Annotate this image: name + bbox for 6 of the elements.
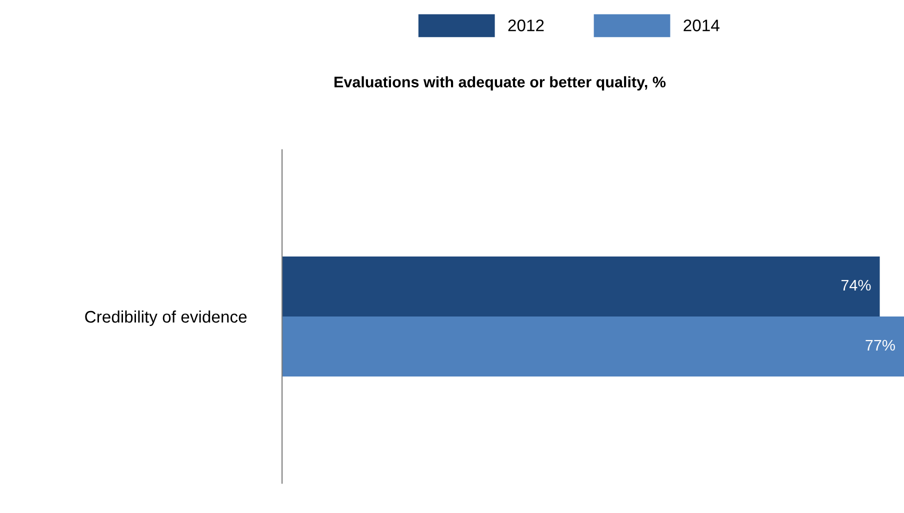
y-tick-label: Credibility of evidence: [85, 310, 247, 326]
legend-label: 2012: [508, 20, 544, 32]
chart-title: Evaluations with adequate or better quality, %: [334, 76, 666, 90]
legend-label: 2014: [684, 20, 720, 32]
data-label: 74%: [841, 280, 871, 291]
data-label: 77%: [866, 340, 895, 351]
